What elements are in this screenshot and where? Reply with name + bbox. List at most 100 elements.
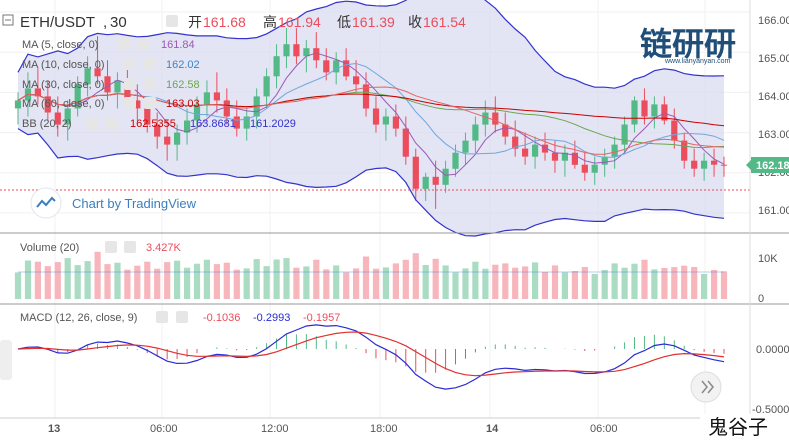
candle-body (193, 104, 201, 121)
candle-body (412, 156, 419, 189)
candle-body (432, 176, 439, 185)
last-price-badge (751, 157, 789, 173)
candle-body (591, 164, 598, 173)
candle-body (462, 140, 469, 153)
candle-body (14, 100, 22, 109)
volume-bar (263, 266, 270, 299)
candle-body (502, 124, 509, 137)
low-value: 161.39 (352, 14, 395, 30)
volume-bar (532, 262, 539, 299)
indicator-settings-icon[interactable] (86, 117, 98, 129)
macd-close-icon[interactable] (176, 311, 188, 323)
macd-settings-icon[interactable] (156, 311, 168, 323)
tradingview-attribution[interactable]: Chart by TradingView (30, 187, 197, 219)
volume-bar (621, 267, 628, 299)
candle-body (701, 160, 708, 169)
bollinger-upper-line (17, 0, 725, 89)
candle-body (94, 68, 101, 77)
indicator-value: 161.84 (161, 39, 195, 51)
candle-body (184, 120, 191, 133)
candle-body (482, 112, 489, 125)
candle-body (353, 76, 360, 85)
indicator-settings-icon[interactable] (118, 38, 130, 50)
volume-settings-icon[interactable] (105, 241, 117, 253)
volume-bar (432, 258, 439, 299)
indicator-close-icon[interactable] (144, 78, 156, 90)
volume-bar (174, 260, 181, 299)
volume-bar (134, 265, 141, 299)
macd-tick: -0.5000 (752, 404, 789, 416)
time-label: 14 (486, 423, 499, 435)
close-label: 收 (408, 14, 422, 30)
candle-body (154, 124, 161, 137)
candle-body (164, 136, 171, 145)
scroll-button-bg (690, 371, 722, 403)
volume-bar (551, 265, 559, 299)
volume-bar (353, 268, 360, 299)
candle-body (203, 92, 210, 105)
volume-bar (323, 269, 330, 299)
candle-body (124, 80, 131, 101)
candle-body (372, 108, 380, 125)
high-label: 高 (263, 14, 277, 30)
settings-gear-icon[interactable] (166, 15, 178, 27)
indicator-settings-icon[interactable] (124, 78, 136, 90)
candle-body (34, 88, 41, 97)
last-price-value: 162.18 (756, 160, 789, 172)
candle-body (651, 104, 658, 117)
time-label: 06:00 (150, 423, 178, 435)
indicator-settings-icon[interactable] (124, 58, 136, 70)
volume-bar (154, 268, 161, 299)
indicator-close-icon[interactable] (144, 97, 156, 109)
collapse-icon[interactable] (2, 14, 14, 26)
scroll-to-latest-button[interactable] (690, 371, 722, 403)
volume-bar (720, 271, 728, 299)
volume-bar (591, 274, 598, 299)
volume-bar (522, 266, 529, 299)
time-axis[interactable]: 13 06:00 12:00 18:00 14 06:00 1 (48, 423, 706, 435)
candle-body (313, 48, 320, 61)
indicator-value: 162.58 (166, 79, 200, 91)
volume-bar (382, 267, 389, 299)
close-value: 161.54 (423, 14, 466, 30)
indicator-close-icon[interactable] (138, 38, 150, 50)
volume-label: Volume (20) (20, 242, 79, 254)
candle-body (571, 152, 578, 165)
macd-value: -0.1957 (303, 312, 340, 324)
time-label: 13 (48, 423, 60, 435)
volume-bar (681, 265, 688, 299)
macd-label: MACD (12, 26, close, 9) (20, 312, 137, 324)
volume-bar (392, 263, 399, 299)
open-label: 开 (188, 14, 202, 30)
high-value: 161.94 (278, 14, 321, 30)
candle-body (114, 80, 121, 93)
indicator-settings-icon[interactable] (124, 97, 136, 109)
volume-bar (362, 256, 370, 299)
indicator-close-icon[interactable] (144, 58, 156, 70)
indicator-value: 161.2029 (250, 118, 296, 130)
logo-subtext: www.lianyanyan.com (664, 58, 731, 65)
left-scroll-handle[interactable] (0, 340, 12, 380)
candle-body (283, 44, 290, 57)
volume-bar (164, 262, 171, 299)
bollinger-middle-line (17, 86, 725, 155)
volume-bar (184, 267, 191, 299)
volume-close-icon[interactable] (124, 241, 136, 253)
volume-bar (661, 268, 668, 299)
candle-body (711, 160, 718, 165)
volume-bar (492, 264, 499, 299)
price-axis[interactable]: 166.00 165.00 164.00 163.00 162.00 161.0… (758, 15, 789, 217)
candle-body (512, 136, 519, 149)
indicator-label: MA (30, close, 0) (22, 79, 105, 91)
volume-bar (442, 265, 449, 299)
volume-bar (601, 270, 608, 299)
bollinger-band-fill (18, 0, 724, 236)
candle-body (233, 116, 240, 129)
volume-bar (44, 266, 51, 299)
volume-bar (203, 259, 210, 299)
volume-bar (472, 261, 479, 299)
candle-body (551, 152, 559, 161)
indicator-close-icon[interactable] (106, 117, 118, 129)
volume-bar (671, 267, 678, 299)
